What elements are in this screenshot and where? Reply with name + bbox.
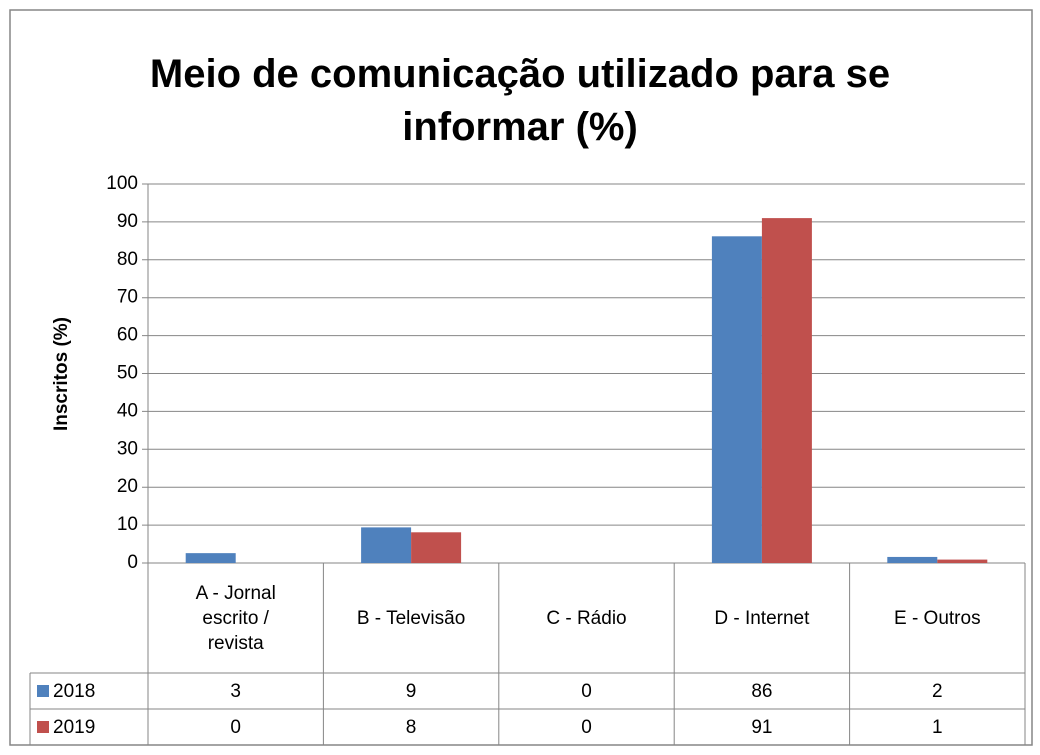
bar: [361, 527, 412, 563]
table-value: 0: [230, 717, 241, 738]
bar: [185, 553, 236, 563]
category-box: C - Rádio: [546, 607, 627, 629]
y-axis-label: Inscritos (%): [51, 317, 72, 431]
bar: [937, 559, 988, 563]
bar: [711, 236, 762, 563]
x-tick-label: C - Rádio: [546, 607, 627, 629]
category-box: E - Outros: [894, 607, 981, 629]
title-box: Meio de comunicação utilizado para se in…: [149, 52, 891, 149]
category-box: D - Internet: [714, 607, 810, 629]
table-value: 1: [932, 717, 943, 738]
x-tick-label: B - Televisão: [356, 607, 466, 629]
table-value: 3: [230, 681, 241, 702]
legend-key: [37, 721, 49, 733]
chart-border: [9, 9, 1033, 746]
y-tick-label: 10: [117, 514, 138, 535]
y-tick-label: 60: [117, 325, 138, 346]
y-tick-label: 0: [127, 552, 138, 573]
bar: [761, 218, 812, 564]
y-tick-label: 80: [117, 249, 138, 270]
table-value: 2: [932, 681, 943, 702]
category-box: B - Televisão: [356, 607, 466, 629]
table-value: 8: [406, 717, 417, 738]
y-tick-label: 30: [117, 438, 138, 459]
x-tick-label: E - Outros: [894, 607, 981, 629]
y-tick-label: 50: [117, 363, 138, 384]
table-value: 0: [581, 717, 592, 738]
y-tick-label: 90: [117, 211, 138, 232]
bar: [887, 556, 938, 563]
y-tick-label: 40: [117, 400, 138, 421]
bar: [411, 532, 462, 563]
y-tick-label: 20: [117, 476, 138, 497]
chart-title: Meio de comunicação utilizado para se in…: [149, 52, 891, 149]
legend-label: 2019: [53, 717, 95, 738]
y-tick-label: 100: [106, 173, 138, 194]
table-value: 86: [751, 681, 772, 702]
table-value: 91: [751, 717, 772, 738]
y-tick-label: 70: [117, 287, 138, 308]
category-box: A - Jornal escrito / revista: [195, 582, 276, 654]
x-tick-label: D - Internet: [714, 607, 810, 629]
legend-label: 2018: [53, 681, 95, 702]
table-value: 0: [581, 681, 592, 702]
x-tick-label: A - Jornal escrito / revista: [195, 582, 276, 654]
table-value: 9: [406, 681, 417, 702]
legend-key: [37, 685, 49, 697]
